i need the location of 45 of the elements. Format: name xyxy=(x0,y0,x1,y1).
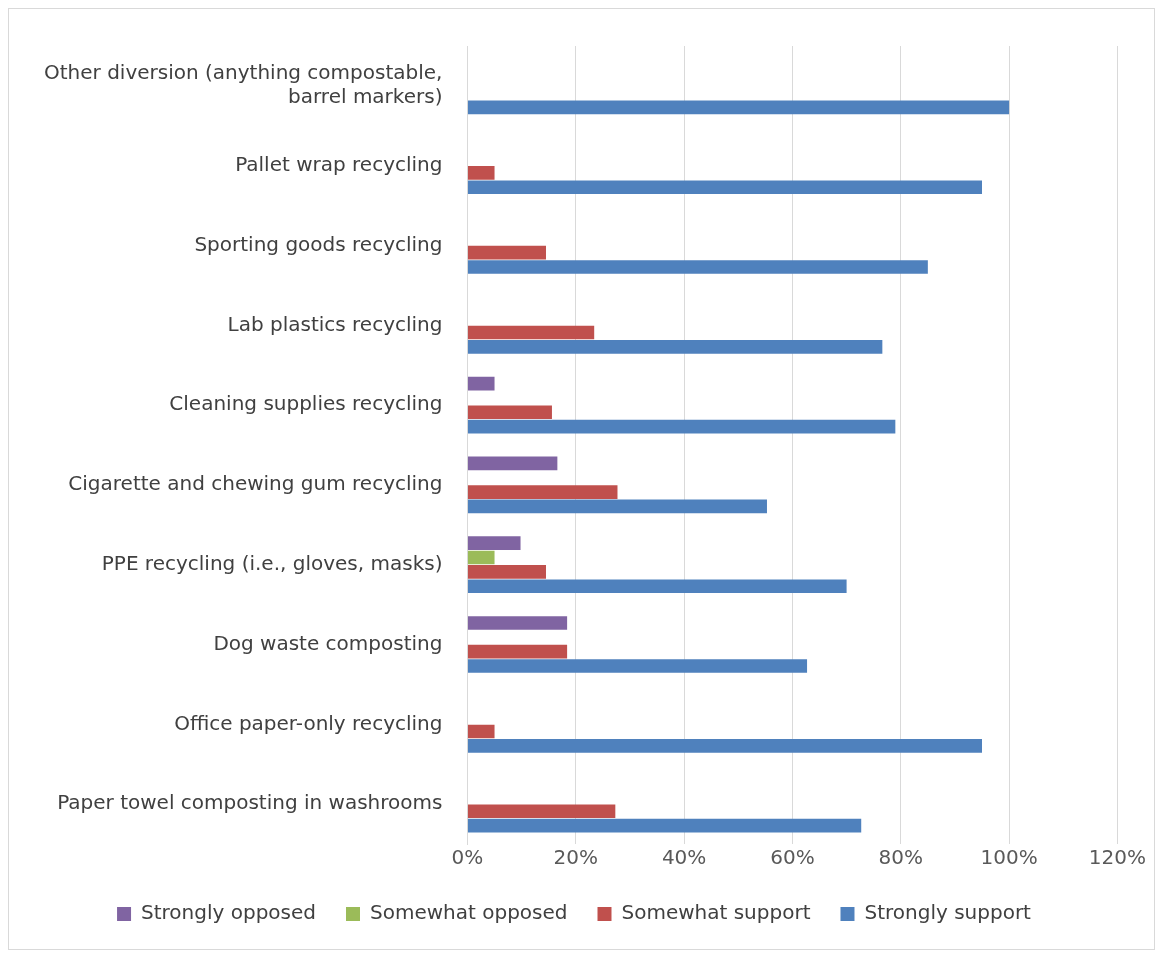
bar xyxy=(467,659,808,673)
bar xyxy=(467,245,546,260)
x-tick-label: 60% xyxy=(770,845,815,870)
y-tick-label: Pallet wrap recycling xyxy=(235,151,443,176)
legend-label: Somewhat support xyxy=(621,900,811,925)
bar xyxy=(467,376,495,391)
bar xyxy=(467,616,568,630)
bar xyxy=(467,260,928,274)
y-tick-label: Other diversion (anything compostable, barrel markers) xyxy=(43,60,443,109)
bar xyxy=(467,724,495,739)
y-tick-label: Cleaning supplies recycling xyxy=(169,391,443,416)
bar xyxy=(467,565,546,579)
bar xyxy=(467,550,495,565)
bar xyxy=(467,536,521,550)
bar xyxy=(467,340,883,354)
y-tick-label: Dog waste composting xyxy=(213,630,443,655)
x-tick-label: 40% xyxy=(661,845,707,870)
y-tick-label: Sporting goods recycling xyxy=(194,231,443,256)
bar xyxy=(467,499,767,514)
bar xyxy=(467,579,847,594)
bar xyxy=(467,804,616,819)
bar xyxy=(467,456,558,471)
x-tick-label: 0% xyxy=(451,845,484,870)
bar xyxy=(467,644,568,659)
bar xyxy=(467,818,862,833)
bar xyxy=(467,166,495,180)
bar xyxy=(467,325,595,340)
bar xyxy=(467,419,896,434)
x-tick-label: 100% xyxy=(980,845,1038,870)
x-tick-label: 20% xyxy=(553,845,599,870)
bar xyxy=(467,485,618,499)
bar xyxy=(467,100,1010,115)
bar xyxy=(467,405,552,420)
x-tick-label: 120% xyxy=(1088,845,1146,870)
bar xyxy=(467,180,982,195)
legend-label: Strongly support xyxy=(864,900,1032,925)
y-tick-label: Cigarette and chewing gum recycling xyxy=(68,471,443,496)
legend-label: Somewhat opposed xyxy=(370,900,568,925)
y-tick-label: Paper towel composting in washrooms xyxy=(57,790,443,815)
y-tick-label: PPE recycling (i.e., gloves, masks) xyxy=(101,550,443,575)
y-tick-label: Lab plastics recycling xyxy=(227,311,443,336)
legend-label: Strongly opposed xyxy=(141,900,317,925)
bar xyxy=(467,739,982,753)
y-tick-label: Office paper-only recycling xyxy=(174,710,443,735)
x-tick-label: 80% xyxy=(878,845,923,870)
